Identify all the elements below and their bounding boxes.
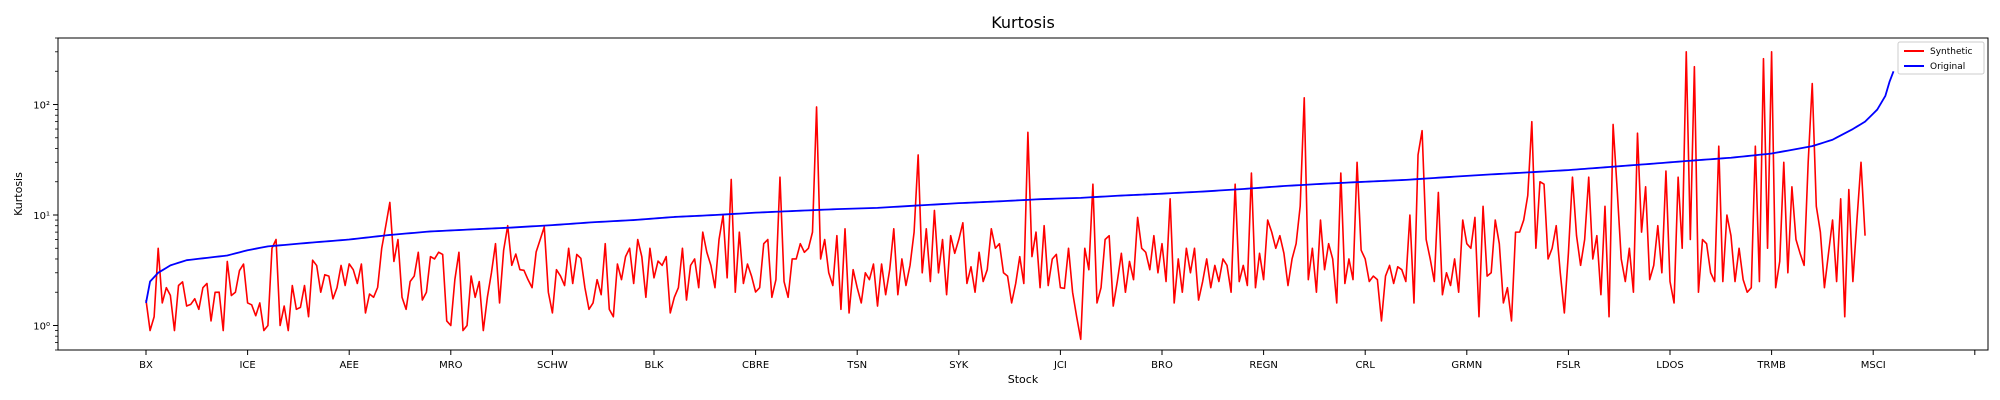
series-layer [145,51,1895,341]
y-tick-label: 10¹ [33,211,50,222]
series-line-synthetic [145,51,1866,341]
x-tick-label: SYK [949,360,968,371]
x-tick-label: CRL [1355,360,1375,371]
y-axis: 10⁰ 10¹ 10² [33,37,58,351]
legend-label-synthetic: Synthetic [1930,47,1973,57]
x-tick-label: AEE [339,360,358,371]
x-tick-label: SCHW [537,360,568,371]
x-axis: BX ICE AEE MRO SCHW BLK CBRE TSN SYK JCI BRO REGN CR… [139,350,1976,371]
y-tick-label: 10⁰ [33,321,50,332]
y-tick-label: 10² [33,101,50,112]
x-tick-label: MRO [439,360,463,371]
series-line-original [145,70,1895,304]
x-tick-label: ICE [239,360,255,371]
x-tick-label: BLK [645,360,664,371]
x-tick-label: BRO [1151,360,1173,371]
x-tick-label: JCI [1053,360,1067,371]
legend: Synthetic Original [1897,41,1985,75]
legend-label-original: Original [1930,62,1965,72]
x-tick-label: TSN [846,360,867,371]
x-tick-label: TRMB [1756,360,1786,371]
x-axis-label: Stock [1008,373,1039,386]
x-tick-label: REGN [1249,360,1278,371]
x-tick-label: CBRE [742,360,769,371]
plot-frame [57,37,1989,351]
y-axis-label: Kurtosis [12,172,25,216]
chart-title: Kurtosis [991,13,1055,32]
x-tick-label: BX [139,360,153,371]
x-tick-label: GRMN [1451,360,1482,371]
x-tick-label: MSCI [1861,360,1886,371]
x-tick-label: LDOS [1656,360,1684,371]
x-tick-label: FSLR [1556,360,1580,371]
